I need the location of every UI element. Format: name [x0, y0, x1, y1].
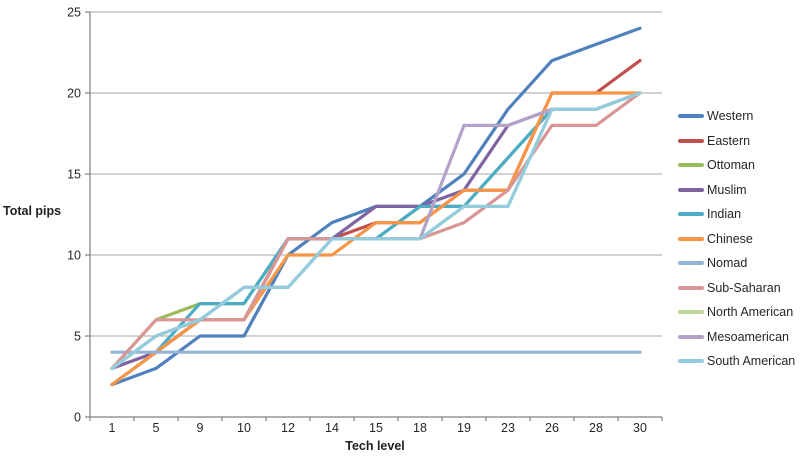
legend-item-western: Western — [678, 104, 802, 129]
x-tick-label: 9 — [197, 421, 204, 435]
legend-label: Nomad — [707, 256, 748, 271]
legend-item-south-american: South American — [678, 349, 802, 374]
x-tick-label: 10 — [237, 421, 251, 435]
legend-item-sub-saharan: Sub-Saharan — [678, 276, 802, 301]
x-tick-label: 1 — [109, 421, 116, 435]
y-axis-title: Total pips — [3, 204, 62, 218]
legend-swatch-nomad — [678, 261, 704, 266]
legend-swatch-mesoamerican — [678, 334, 704, 339]
x-tick-label: 28 — [589, 421, 603, 435]
legend-item-nomad: Nomad — [678, 251, 802, 276]
y-tick-label: 5 — [74, 330, 81, 344]
x-tick-label: 30 — [633, 421, 647, 435]
legend-swatch-muslim — [678, 187, 704, 192]
legend-label: South American — [707, 354, 796, 369]
legend-label: Mesoamerican — [707, 329, 789, 344]
legend-label: Sub-Saharan — [707, 280, 781, 295]
legend-label: Ottoman — [707, 158, 755, 173]
legend-swatch-western — [678, 114, 704, 119]
legend-item-eastern: Eastern — [678, 129, 802, 154]
x-tick-label: 14 — [325, 421, 339, 435]
y-tick-label: 0 — [74, 411, 81, 425]
x-tick-label: 12 — [281, 421, 295, 435]
x-tick-label: 15 — [369, 421, 383, 435]
x-tick-label: 23 — [501, 421, 515, 435]
legend-swatch-indian — [678, 212, 704, 217]
legend-label: Chinese — [707, 231, 753, 246]
legend-swatch-ottoman — [678, 163, 704, 168]
y-tick-label: 20 — [67, 87, 81, 101]
y-tick-label: 15 — [67, 168, 81, 182]
legend-swatch-sub-saharan — [678, 285, 704, 290]
y-tick-label: 10 — [67, 249, 81, 263]
x-tick-label: 19 — [457, 421, 471, 435]
legend-label: Indian — [707, 207, 742, 222]
legend-item-mesoamerican: Mesoamerican — [678, 325, 802, 350]
legend-swatch-chinese — [678, 236, 704, 241]
legend-item-muslim: Muslim — [678, 178, 802, 203]
y-tick-label: 25 — [67, 6, 81, 20]
x-axis-title: Tech level — [345, 439, 405, 453]
x-tick-label: 5 — [153, 421, 160, 435]
x-tick-label: 26 — [545, 421, 559, 435]
legend-label: Western — [707, 109, 754, 124]
legend-swatch-north-american — [678, 310, 704, 315]
legend-item-indian: Indian — [678, 202, 802, 227]
legend-item-ottoman: Ottoman — [678, 153, 802, 178]
legend-swatch-eastern — [678, 138, 704, 143]
legend-item-chinese: Chinese — [678, 227, 802, 252]
legend: Western Eastern Ottoman Muslim Indian Chinese… — [678, 104, 802, 374]
legend-label: Muslim — [707, 182, 747, 197]
legend-label: Eastern — [707, 133, 751, 148]
legend-item-north-american: North American — [678, 300, 802, 325]
legend-swatch-south-american — [678, 359, 704, 364]
legend-label: North American — [707, 305, 794, 320]
x-tick-label: 18 — [413, 421, 427, 435]
series-line-south-american — [110, 91, 642, 370]
